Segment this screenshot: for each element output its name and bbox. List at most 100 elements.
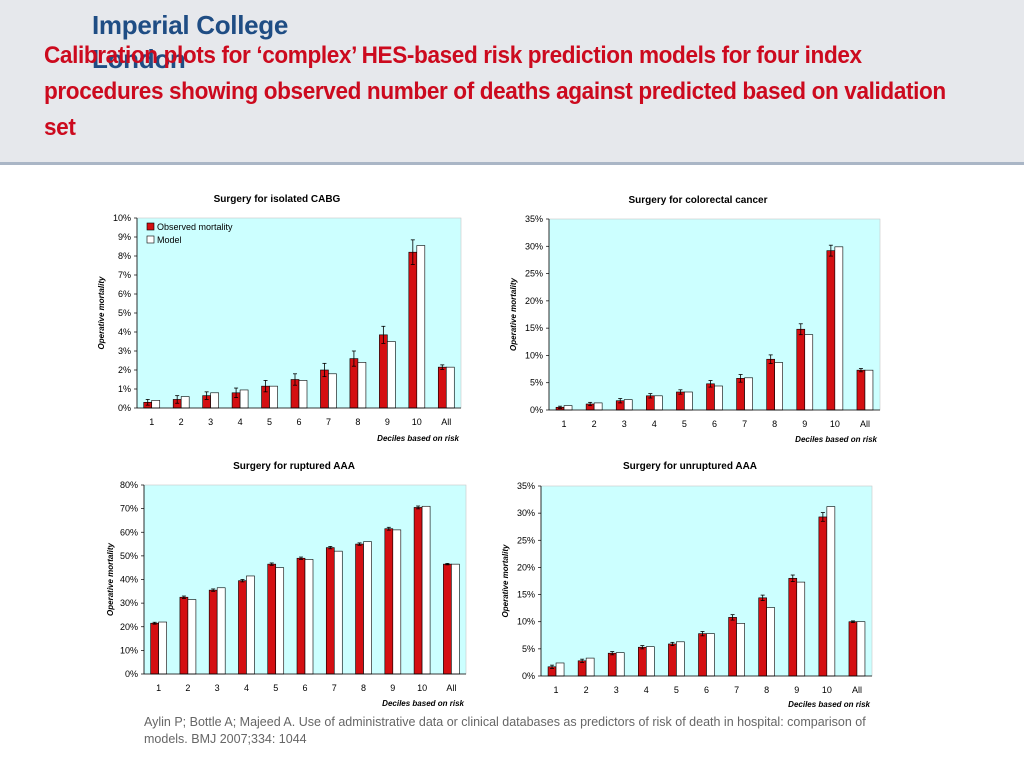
x-tick-label: 7 (742, 419, 747, 429)
observed-bar (826, 250, 836, 411)
x-tick-label: All (860, 419, 870, 429)
x-tick-label: 8 (361, 683, 366, 693)
y-tick-label: 30% (120, 598, 138, 608)
model-bar (774, 362, 783, 411)
citation: Aylin P; Bottle A; Majeed A. Use of admi… (144, 715, 866, 746)
model-bar (826, 506, 836, 677)
observed-bar (818, 516, 828, 677)
legend-label-model: Model (157, 235, 182, 245)
y-tick-label: 50% (120, 551, 138, 561)
observed-bar (443, 563, 452, 675)
x-axis-label: Deciles based on risk (382, 699, 464, 708)
model-bar (357, 362, 367, 409)
model-bar (615, 652, 625, 677)
y-tick-label: 25% (525, 269, 543, 279)
model-bar (593, 402, 603, 411)
observed-bar (788, 577, 798, 677)
model-bar (239, 389, 249, 409)
y-tick-label: 5% (530, 378, 543, 388)
x-tick-label: 6 (704, 685, 709, 695)
plot-area (548, 218, 881, 411)
chart-1: Surgery for isolated CABG Operative morta… (97, 194, 462, 443)
model-bar (766, 607, 775, 677)
x-tick-label: 1 (156, 683, 161, 693)
model-bar (654, 395, 663, 411)
x-tick-label: 3 (215, 683, 220, 693)
x-axis-label: Deciles based on risk (795, 435, 877, 444)
model-bar (646, 646, 655, 677)
y-tick-label: 5% (522, 644, 535, 654)
model-bar (744, 377, 753, 411)
model-bar (216, 587, 226, 675)
observed-bar (848, 621, 858, 677)
x-tick-label: 8 (772, 419, 777, 429)
x-tick-label: 3 (622, 419, 627, 429)
model-bar (158, 621, 167, 675)
y-tick-label: 0% (522, 671, 535, 681)
model-bar (180, 396, 190, 409)
observed-bar (856, 369, 866, 411)
observed-bar (766, 358, 775, 411)
logo-line-1: Imperial College (92, 10, 289, 40)
legend-swatch-observed (146, 222, 155, 231)
x-tick-label: All (852, 685, 862, 695)
y-tick-label: 15% (525, 323, 543, 333)
x-tick-label: 5 (674, 685, 679, 695)
model-bar (834, 246, 844, 411)
model-bar (714, 385, 723, 411)
chart-title: Surgery for unruptured AAA (623, 461, 757, 472)
x-tick-label: 10 (417, 683, 427, 693)
y-tick-label: 0% (118, 403, 131, 413)
observed-bar (325, 547, 335, 675)
model-bar (451, 563, 460, 675)
observed-bar (408, 251, 418, 409)
x-tick-label: 1 (562, 419, 567, 429)
observed-bar (355, 543, 364, 675)
y-tick-label: 35% (517, 481, 535, 491)
x-tick-label: 8 (355, 417, 360, 427)
y-tick-label: 35% (525, 214, 543, 224)
x-tick-label: 6 (296, 417, 301, 427)
y-tick-label: 25% (517, 535, 535, 545)
model-bar (392, 529, 402, 675)
model-bar (555, 662, 565, 677)
y-tick-label: 10% (113, 213, 131, 223)
model-bar (796, 581, 806, 677)
y-tick-label: 30% (525, 241, 543, 251)
x-tick-label: 4 (238, 417, 243, 427)
model-bar (210, 392, 219, 409)
model-bar (387, 341, 396, 409)
y-tick-label: 2% (118, 365, 131, 375)
y-tick-label: 10% (120, 645, 138, 655)
y-tick-label: 0% (530, 405, 543, 415)
model-bar (363, 541, 372, 675)
model-bar (563, 405, 573, 411)
x-tick-label: 7 (332, 683, 337, 693)
x-tick-label: 10 (830, 419, 840, 429)
y-tick-label: 80% (120, 480, 138, 490)
observed-bar (179, 596, 189, 675)
observed-bar (736, 378, 745, 411)
legend-label-observed: Observed mortality (157, 222, 233, 232)
x-tick-label: 10 (822, 685, 832, 695)
y-tick-label: 40% (120, 575, 138, 585)
y-tick-label: 20% (517, 562, 535, 572)
y-axis-label: Operative mortality (97, 276, 106, 349)
x-tick-label: 7 (326, 417, 331, 427)
x-tick-label: 5 (273, 683, 278, 693)
x-tick-label: 6 (712, 419, 717, 429)
x-tick-label: 2 (185, 683, 190, 693)
y-axis-label: Operative mortality (501, 544, 510, 617)
x-tick-label: 5 (682, 419, 687, 429)
chart-title: Surgery for colorectal cancer (629, 195, 768, 206)
model-bar (328, 373, 337, 409)
x-tick-label: 9 (390, 683, 395, 693)
x-tick-label: 4 (244, 683, 249, 693)
x-tick-label: All (446, 683, 456, 693)
x-tick-label: 10 (412, 417, 422, 427)
x-tick-label: 2 (179, 417, 184, 427)
chart-title: Surgery for ruptured AAA (233, 461, 355, 472)
observed-bar (728, 617, 737, 677)
y-tick-label: 3% (118, 346, 131, 356)
